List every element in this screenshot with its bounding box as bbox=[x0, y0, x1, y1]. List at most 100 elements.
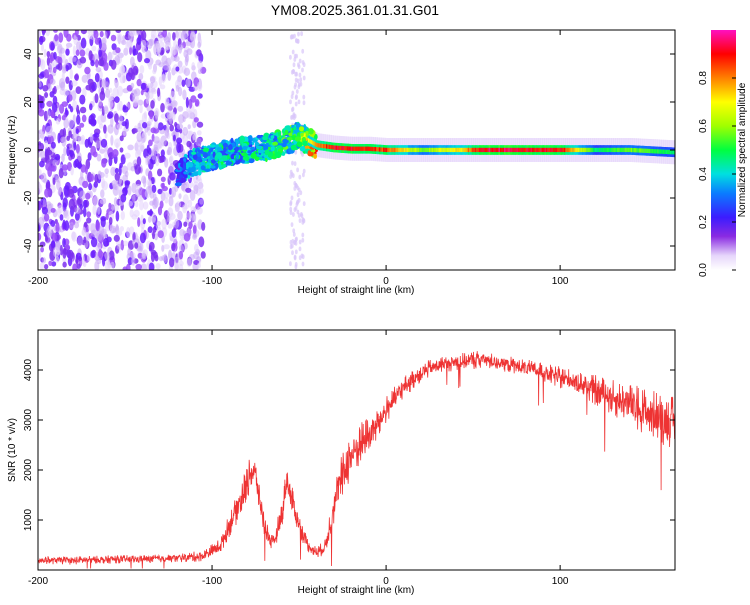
ridge-blob bbox=[270, 135, 275, 139]
noise-speck bbox=[152, 231, 155, 240]
noise-speck bbox=[87, 33, 93, 40]
noise-speck bbox=[291, 250, 294, 256]
x-tick-label: -200 bbox=[28, 276, 48, 287]
ridge-core bbox=[576, 147, 579, 153]
noise-speck bbox=[112, 183, 117, 190]
ridge-core bbox=[321, 143, 324, 149]
noise-speck bbox=[74, 212, 80, 221]
ridge-core bbox=[401, 147, 404, 153]
ridge-core bbox=[555, 147, 558, 153]
noise-speck bbox=[167, 146, 173, 156]
noise-speck bbox=[148, 216, 152, 223]
noise-speck bbox=[95, 59, 99, 68]
noise-speck bbox=[42, 199, 47, 209]
noise-speck bbox=[289, 99, 292, 105]
ridge-core bbox=[438, 147, 441, 153]
ridge-core bbox=[661, 149, 664, 154]
ridge-blob bbox=[234, 146, 240, 152]
ridge-core bbox=[607, 147, 610, 153]
ridge-core bbox=[660, 149, 663, 154]
noise-speck bbox=[110, 135, 114, 146]
noise-speck bbox=[46, 109, 51, 119]
ridge-core bbox=[402, 147, 405, 153]
colorbar-tick-label: 0.6 bbox=[698, 119, 709, 133]
ridge-blob bbox=[247, 150, 252, 154]
noise-speck bbox=[141, 188, 146, 199]
ridge-core bbox=[654, 149, 657, 154]
noise-speck bbox=[167, 223, 173, 229]
noise-speck bbox=[136, 78, 142, 87]
noise-speck bbox=[136, 45, 140, 51]
colorbar-tick-label: 0.2 bbox=[698, 215, 709, 229]
noise-speck bbox=[43, 48, 47, 58]
noise-speck bbox=[146, 179, 152, 187]
noise-speck bbox=[294, 206, 298, 211]
ridge-core bbox=[637, 148, 640, 153]
ridge-core bbox=[467, 147, 471, 153]
ridge-core bbox=[328, 144, 331, 149]
noise-speck bbox=[301, 48, 305, 54]
noise-speck bbox=[117, 85, 124, 97]
noise-speck bbox=[81, 255, 86, 267]
noise-speck bbox=[98, 59, 105, 67]
ridge-core bbox=[527, 147, 530, 153]
ridge-blob bbox=[302, 140, 309, 146]
noise-speck bbox=[134, 242, 139, 249]
ridge-core bbox=[653, 149, 656, 154]
noise-speck bbox=[45, 125, 53, 134]
noise-speck bbox=[294, 262, 298, 267]
ridge-core bbox=[486, 147, 489, 153]
ridge-core bbox=[345, 146, 348, 151]
noise-speck bbox=[295, 89, 299, 94]
noise-speck bbox=[99, 30, 104, 38]
ridge-core bbox=[512, 147, 515, 153]
noise-speck bbox=[162, 30, 167, 38]
noise-speck bbox=[55, 221, 60, 233]
noise-speck bbox=[45, 30, 51, 37]
noise-speck bbox=[71, 231, 76, 241]
noise-speck bbox=[84, 66, 91, 75]
ridge-core bbox=[307, 138, 310, 143]
ridge-core bbox=[494, 147, 497, 153]
ridge-core bbox=[594, 147, 597, 153]
noise-speck bbox=[49, 78, 56, 85]
noise-speck bbox=[197, 262, 201, 269]
noise-speck bbox=[122, 106, 129, 113]
ridge-core bbox=[515, 147, 518, 153]
y-tick-label: 0 bbox=[23, 147, 34, 153]
noise-speck bbox=[147, 226, 153, 234]
ridge-blob bbox=[294, 136, 301, 142]
ridge-core bbox=[519, 147, 522, 153]
noise-speck bbox=[132, 45, 137, 56]
noise-speck bbox=[117, 72, 122, 78]
noise-speck bbox=[38, 232, 42, 241]
noise-speck bbox=[156, 40, 160, 50]
noise-speck bbox=[38, 183, 43, 194]
noise-speck bbox=[166, 110, 173, 120]
ridge-core bbox=[615, 147, 618, 153]
noise-speck bbox=[104, 31, 108, 39]
noise-speck bbox=[98, 99, 103, 107]
noise-speck bbox=[172, 134, 176, 142]
noise-speck bbox=[299, 77, 303, 83]
noise-speck bbox=[46, 51, 51, 58]
noise-speck bbox=[105, 88, 111, 99]
noise-speck bbox=[184, 56, 189, 67]
ridge-core bbox=[430, 147, 433, 153]
noise-speck bbox=[38, 36, 44, 45]
noise-speck bbox=[86, 217, 92, 224]
spectrogram-noise-layer bbox=[38, 30, 306, 270]
noise-speck bbox=[178, 193, 182, 200]
noise-speck bbox=[61, 164, 69, 171]
noise-speck bbox=[302, 168, 306, 174]
ridge-core bbox=[636, 148, 639, 153]
y-tick-label: 40 bbox=[23, 48, 34, 60]
noise-speck bbox=[290, 94, 294, 99]
noise-speck bbox=[149, 190, 155, 199]
noise-speck bbox=[169, 172, 176, 181]
ridge-core bbox=[359, 146, 362, 151]
ridge-blob bbox=[296, 141, 303, 148]
noise-speck bbox=[62, 257, 67, 263]
noise-speck bbox=[146, 262, 150, 270]
noise-speck bbox=[182, 204, 189, 210]
